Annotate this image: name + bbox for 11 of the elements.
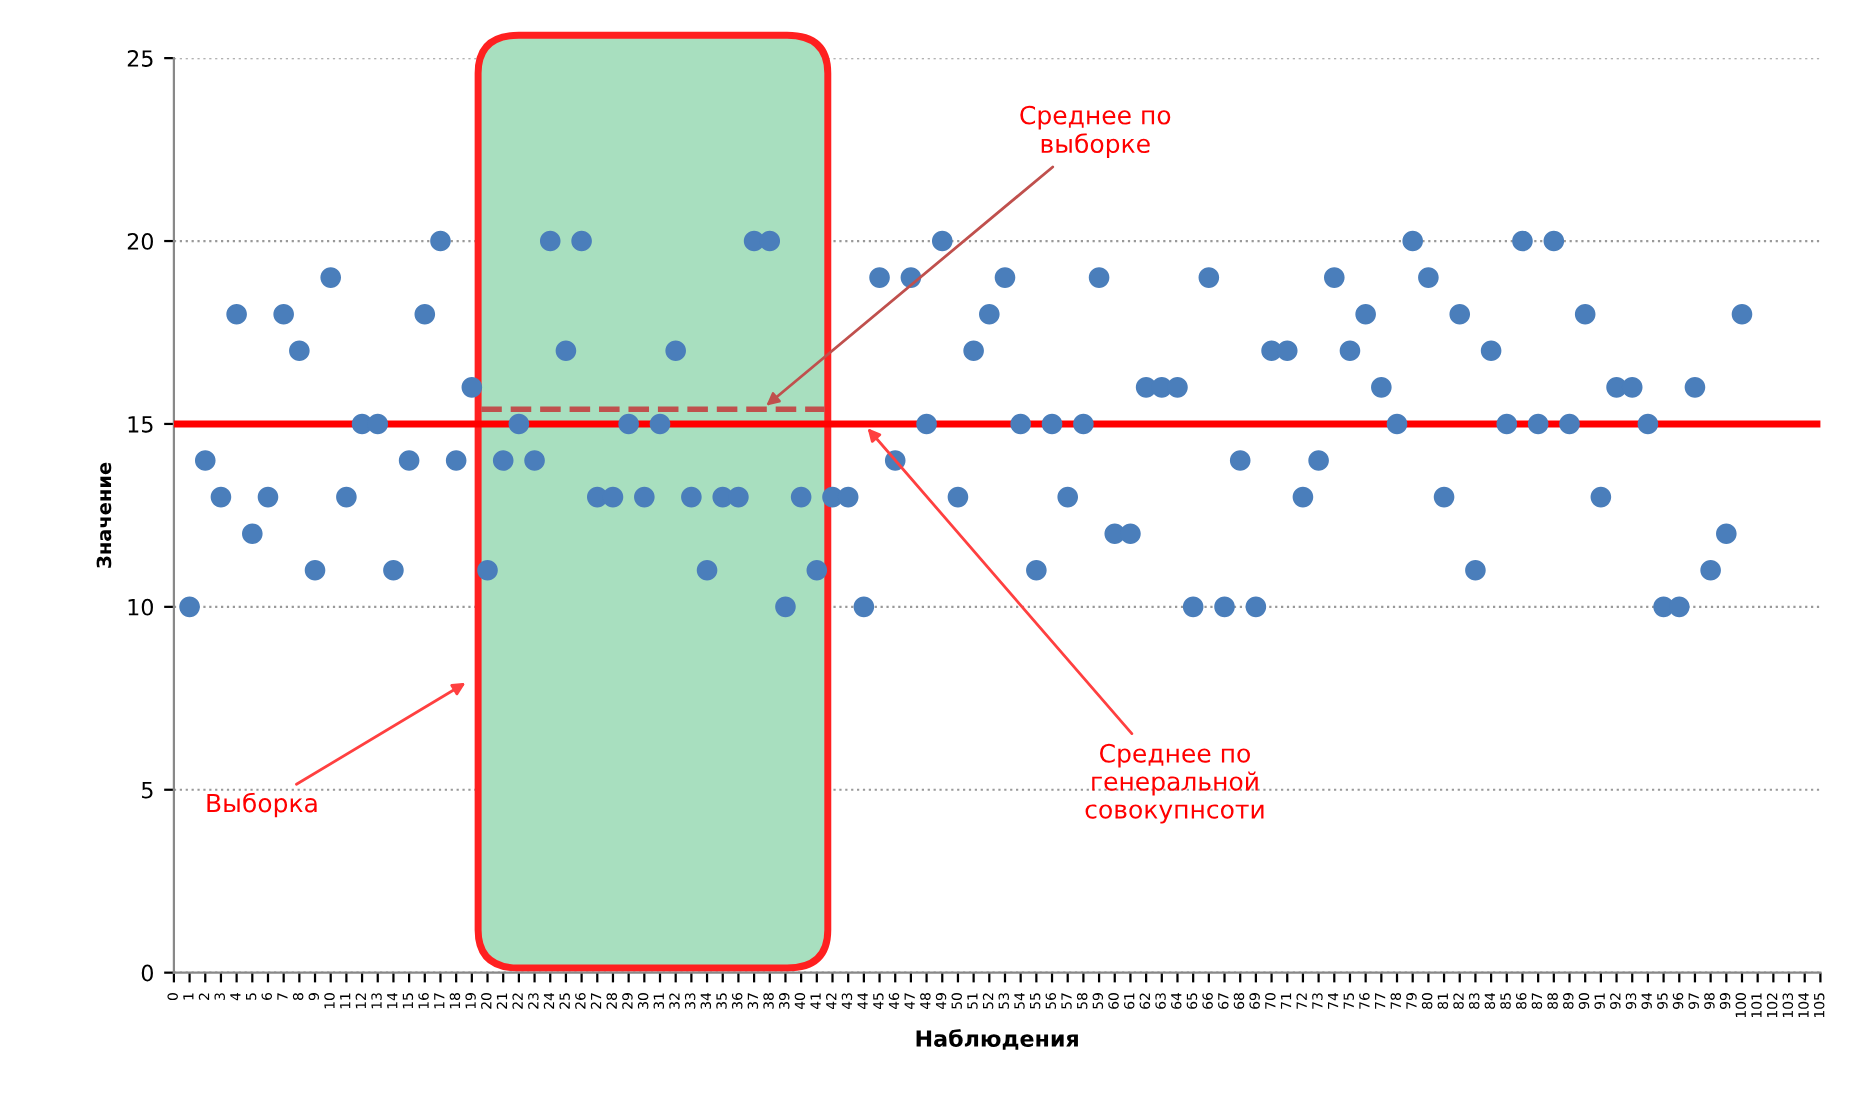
y-tick-label: 5 [142,782,153,799]
ref-line-label: Среднее по генеральной совокупнсоти [1085,743,1264,824]
band-label: Выборка [207,792,317,818]
y-axis-title: Значение [96,462,112,568]
text: Среднее по выборке [1020,105,1171,158]
y-tick-label: 15 [128,416,153,433]
y-tick-label: 0 [141,964,153,982]
y-tick-label: 20 [127,232,153,250]
y-tick-label: 25 [127,50,153,67]
y-tick-label: 10 [128,598,153,616]
x-axis-title: Наблюдения [916,1029,1078,1050]
